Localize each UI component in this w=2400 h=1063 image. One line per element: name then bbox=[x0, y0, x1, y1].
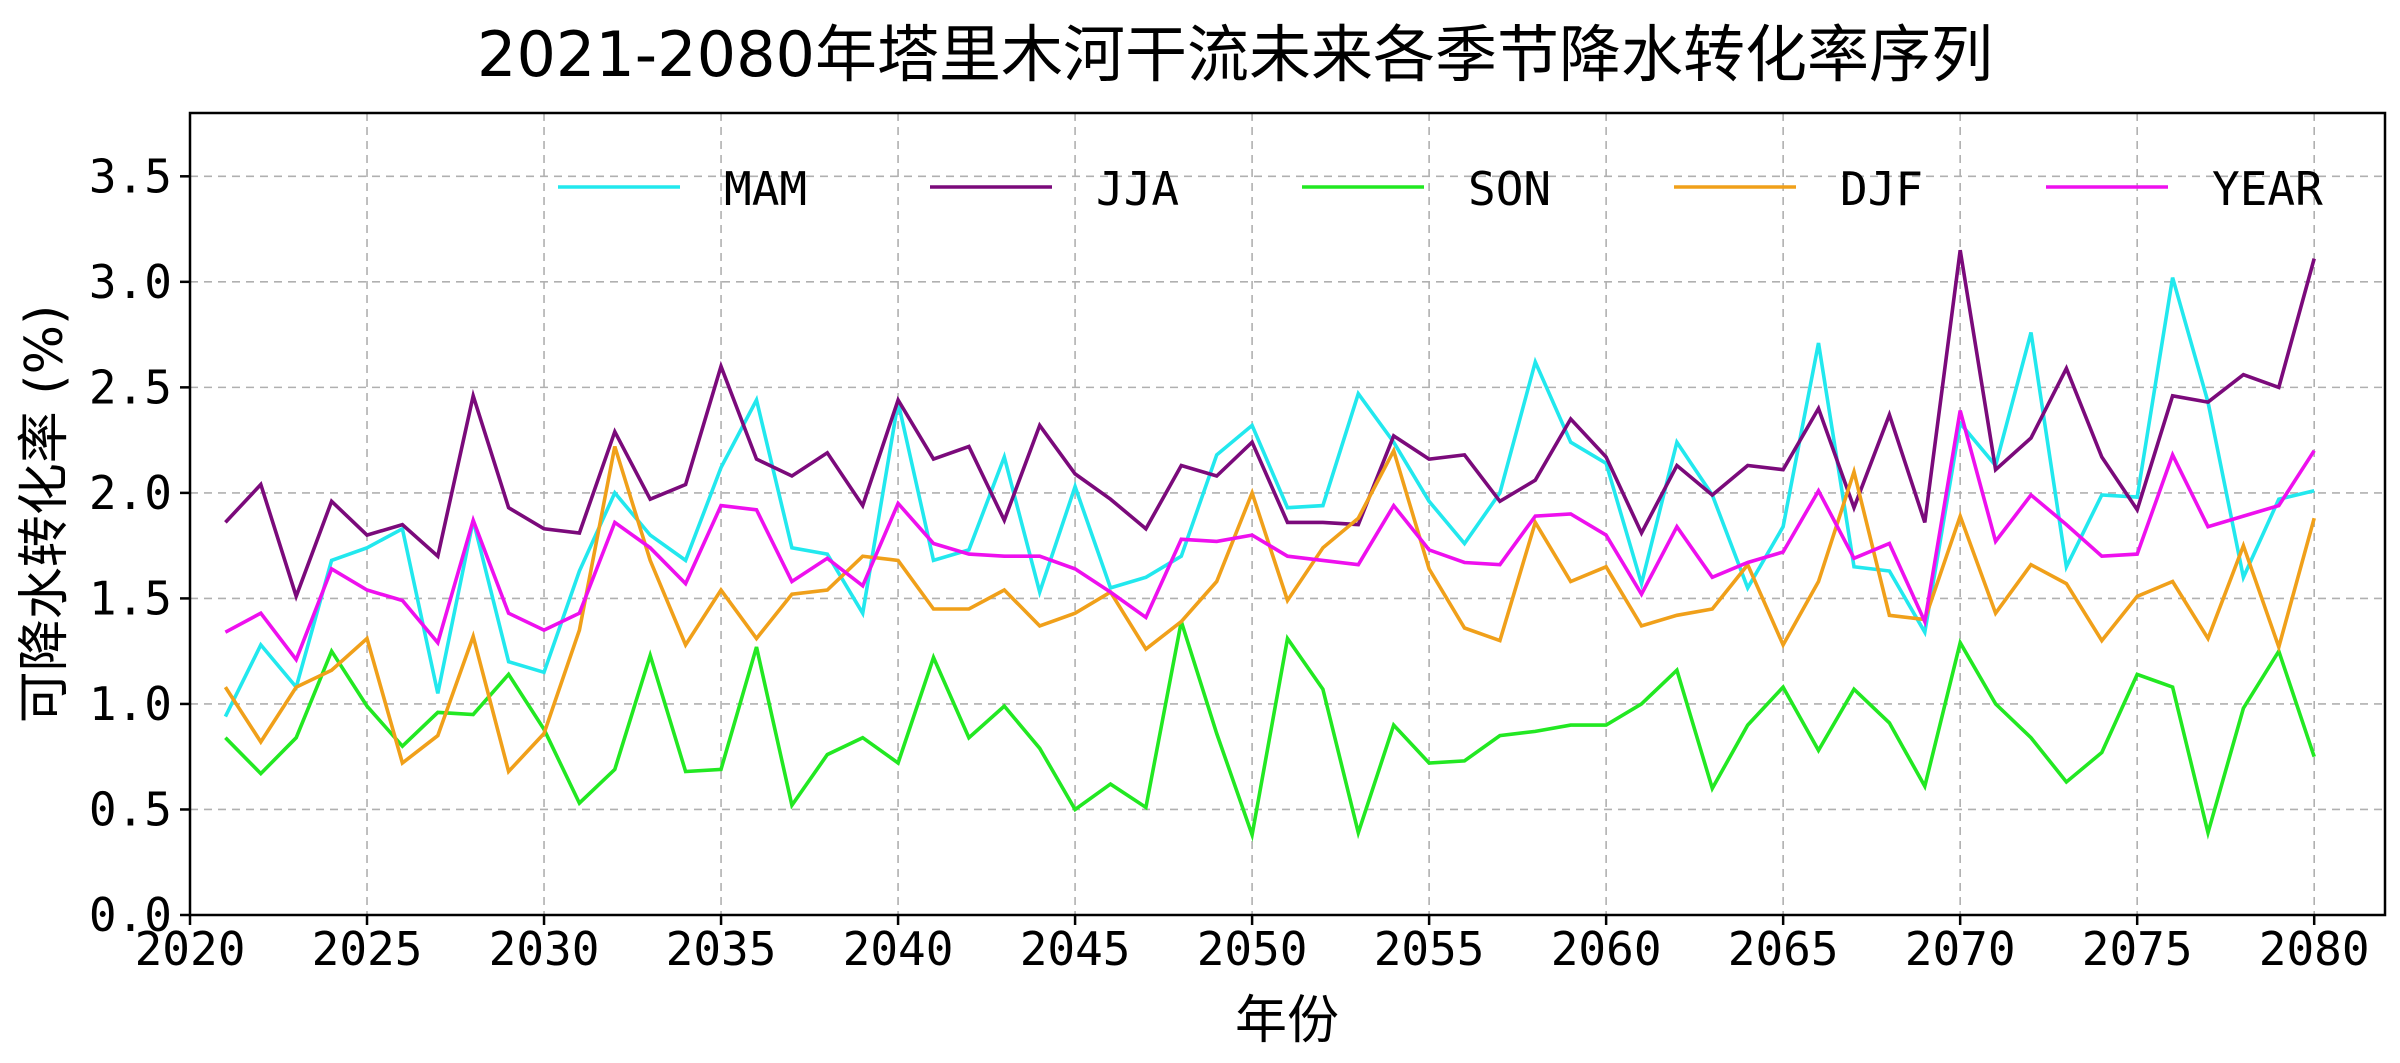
y-tick-label: 3.0 bbox=[89, 255, 172, 309]
y-tick-label: 3.5 bbox=[89, 149, 172, 203]
legend: MAM JJA SON DJF YEAR bbox=[558, 162, 2323, 216]
x-tick-label: 2020 bbox=[135, 922, 246, 976]
series-line-mam bbox=[223, 277, 2315, 718]
x-tick-label: 2045 bbox=[1020, 922, 1131, 976]
series-line-year bbox=[224, 410, 2316, 664]
series-layer bbox=[223, 249, 2316, 842]
x-tick-label: 2030 bbox=[489, 922, 600, 976]
x-tick-label: 2035 bbox=[666, 922, 777, 976]
x-tick-label: 2040 bbox=[843, 922, 954, 976]
x-tick-label: 2075 bbox=[2082, 922, 2193, 976]
y-tick-label: 1.5 bbox=[89, 571, 172, 625]
x-tick-label: 2080 bbox=[2259, 922, 2370, 976]
y-tick-label: 2.0 bbox=[89, 466, 172, 520]
x-axis-label: 年份 bbox=[1235, 991, 1339, 1051]
series-line-jja bbox=[224, 249, 2316, 602]
x-tick-label: 2050 bbox=[1197, 922, 1308, 976]
y-tick-label: 0.5 bbox=[89, 782, 172, 836]
x-tick-label: 2065 bbox=[1728, 922, 1839, 976]
x-tick-label: 2055 bbox=[1374, 922, 1485, 976]
legend-label-son: SON bbox=[1468, 162, 1551, 216]
chart-title: 2021-2080年塔里木河干流未来各季节降水转化率序列 bbox=[477, 18, 1993, 91]
x-tick-label: 2060 bbox=[1551, 922, 1662, 976]
legend-label-mam: MAM bbox=[724, 162, 807, 216]
plot-frame bbox=[188, 111, 2387, 917]
legend-label-djf: DJF bbox=[1840, 162, 1923, 216]
series-line-son bbox=[224, 621, 2316, 842]
legend-label-year: YEAR bbox=[2212, 162, 2323, 216]
tick-layer: 2020 2025 2030 2035 2040 2045 2050 2055 2060 2065… bbox=[89, 149, 2370, 976]
x-tick-label: 2070 bbox=[1905, 922, 2016, 976]
y-tick-label: 2.5 bbox=[89, 360, 172, 414]
y-tick-label: 1.0 bbox=[89, 677, 172, 731]
y-axis-label: 可降水转化率 (%) bbox=[15, 305, 75, 724]
x-tick-label: 2025 bbox=[312, 922, 423, 976]
legend-label-jja: JJA bbox=[1096, 162, 1179, 216]
y-tick-label: 0.0 bbox=[89, 888, 172, 942]
